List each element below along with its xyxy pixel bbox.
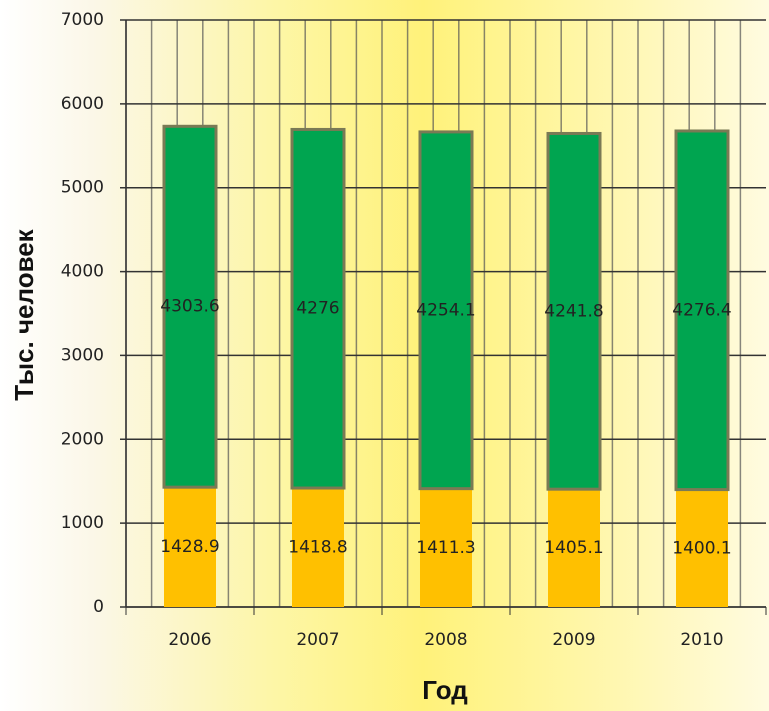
bar-segment bbox=[164, 487, 216, 607]
y-tick-label: 5000 bbox=[61, 178, 104, 198]
data-label: 4303.6 bbox=[160, 297, 219, 317]
data-label: 1400.1 bbox=[672, 538, 731, 558]
y-tick-label: 6000 bbox=[61, 94, 104, 114]
bar-segment bbox=[162, 124, 218, 489]
x-tick-label: 2010 bbox=[680, 630, 723, 650]
data-label: 1418.8 bbox=[288, 538, 347, 558]
bar-segment bbox=[420, 488, 472, 607]
y-tick-label: 1000 bbox=[61, 513, 104, 533]
x-tick-label: 2006 bbox=[168, 630, 211, 650]
x-tick-label: 2007 bbox=[296, 630, 339, 650]
bar-segment bbox=[418, 130, 474, 491]
y-tick-label: 2000 bbox=[61, 429, 104, 449]
data-label: 4241.8 bbox=[544, 301, 603, 321]
y-axis-title: Тыс. человек bbox=[9, 228, 39, 400]
data-label: 1411.3 bbox=[416, 538, 475, 558]
x-tick-label: 2009 bbox=[552, 630, 595, 650]
data-label: 1405.1 bbox=[544, 538, 603, 558]
y-tick-label: 3000 bbox=[61, 345, 104, 365]
bar-segment bbox=[676, 489, 728, 607]
y-tick-label: 7000 bbox=[61, 10, 104, 30]
x-axis-title: Год bbox=[422, 675, 468, 705]
data-label: 4254.1 bbox=[416, 300, 475, 320]
x-tick-label: 2008 bbox=[424, 630, 467, 650]
bar-segment bbox=[290, 127, 346, 490]
bar-segment bbox=[292, 488, 344, 607]
data-label: 1428.9 bbox=[160, 537, 219, 557]
bar-segment bbox=[548, 489, 600, 607]
data-label: 4276 bbox=[296, 299, 339, 319]
bar-segment bbox=[674, 129, 730, 492]
y-tick-label: 4000 bbox=[61, 262, 104, 282]
data-label: 4276.4 bbox=[672, 300, 731, 320]
bar-segment bbox=[546, 131, 602, 491]
y-tick-label: 0 bbox=[93, 597, 104, 617]
